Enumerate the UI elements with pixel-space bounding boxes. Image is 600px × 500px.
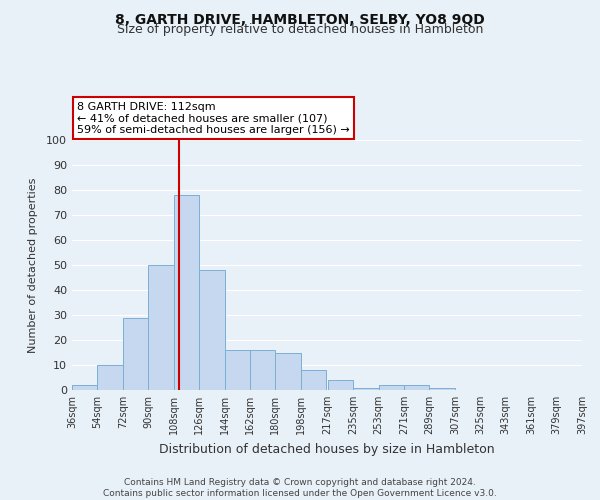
Bar	[97, 365, 123, 390]
X-axis label: Distribution of detached houses by size in Hambleton: Distribution of detached houses by size …	[159, 442, 495, 456]
Bar	[123, 318, 148, 390]
Bar	[72, 385, 97, 390]
Bar	[148, 265, 174, 390]
Bar	[199, 270, 224, 390]
Bar	[353, 388, 379, 390]
Bar	[430, 388, 455, 390]
Bar	[379, 385, 404, 390]
Y-axis label: Number of detached properties: Number of detached properties	[28, 178, 38, 352]
Bar	[275, 352, 301, 390]
Bar	[250, 350, 275, 390]
Bar	[224, 350, 250, 390]
Text: Contains HM Land Registry data © Crown copyright and database right 2024.
Contai: Contains HM Land Registry data © Crown c…	[103, 478, 497, 498]
Text: 8, GARTH DRIVE, HAMBLETON, SELBY, YO8 9QD: 8, GARTH DRIVE, HAMBLETON, SELBY, YO8 9Q…	[115, 12, 485, 26]
Text: 8 GARTH DRIVE: 112sqm
← 41% of detached houses are smaller (107)
59% of semi-det: 8 GARTH DRIVE: 112sqm ← 41% of detached …	[77, 102, 350, 135]
Bar	[301, 370, 326, 390]
Bar	[404, 385, 430, 390]
Bar	[174, 195, 199, 390]
Text: Size of property relative to detached houses in Hambleton: Size of property relative to detached ho…	[117, 22, 483, 36]
Bar	[328, 380, 353, 390]
